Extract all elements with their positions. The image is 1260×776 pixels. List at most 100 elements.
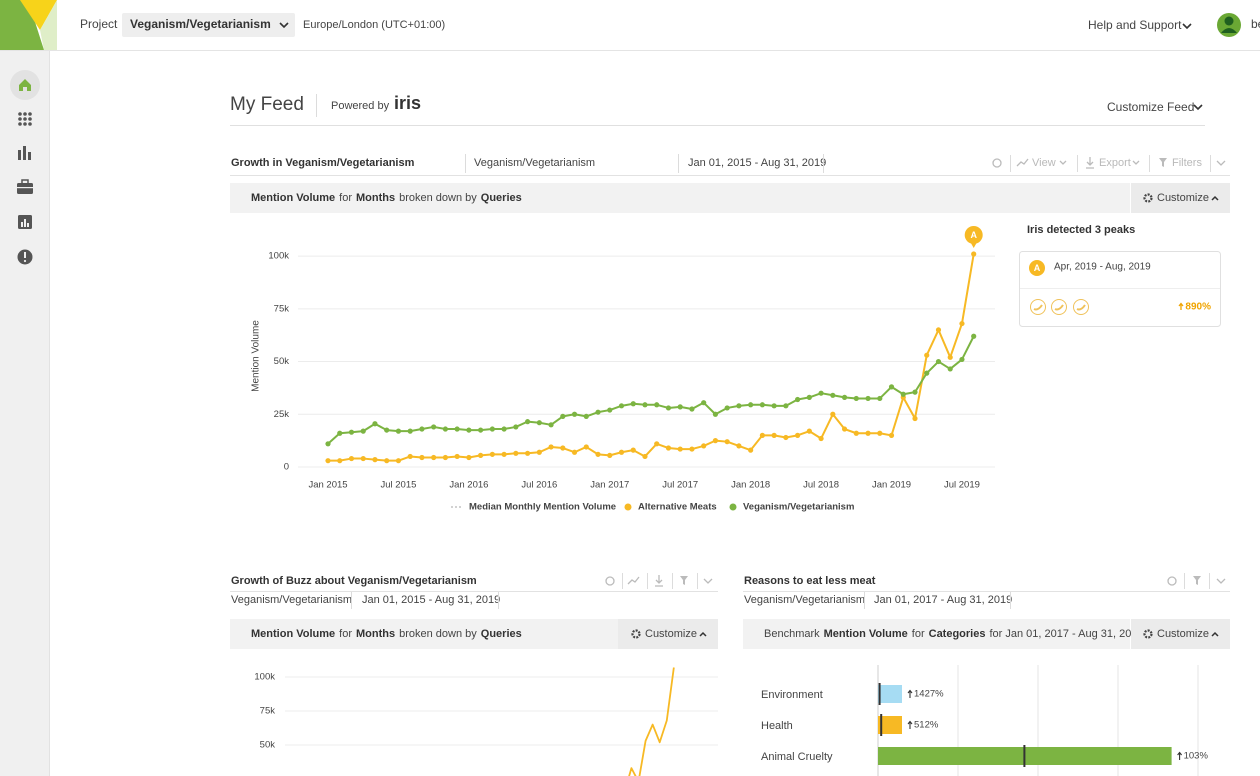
query-chip[interactable]: Veganism/Vegetarianism xyxy=(474,157,595,169)
info-icon[interactable] xyxy=(1167,576,1177,586)
chevron xyxy=(1132,160,1140,165)
data-point xyxy=(489,426,495,432)
subtitle-part: Queries xyxy=(481,192,522,204)
project-select[interactable] xyxy=(122,13,295,37)
data-point xyxy=(877,395,883,402)
subtitle-part: for xyxy=(912,628,925,640)
nav-alerts[interactable] xyxy=(17,249,33,265)
nav-home[interactable] xyxy=(10,70,40,100)
view-icon[interactable] xyxy=(627,576,640,585)
x-tick-label: Jan 2018 xyxy=(731,480,770,491)
data-point xyxy=(912,389,918,395)
powered-by: Powered by xyxy=(331,100,390,112)
data-point xyxy=(701,443,707,449)
widget-subheader xyxy=(743,619,1130,649)
data-point xyxy=(501,426,507,432)
nav-apps[interactable] xyxy=(18,112,32,126)
data-point xyxy=(513,424,519,430)
twitter-icons[interactable] xyxy=(1030,299,1089,315)
subtitle-part: Mention Volume xyxy=(251,628,335,640)
data-point xyxy=(806,394,812,400)
data-point xyxy=(888,432,895,438)
nav-briefcase[interactable] xyxy=(17,179,33,194)
date-range[interactable]: Jan 01, 2015 - Aug 31, 2019 xyxy=(688,157,826,169)
gear-icon xyxy=(631,629,641,639)
change-label: 512% xyxy=(914,720,939,731)
data-point xyxy=(959,356,965,363)
data-point xyxy=(759,402,765,408)
data-point xyxy=(501,451,507,457)
data-point xyxy=(384,458,390,464)
export-icon[interactable] xyxy=(655,575,663,587)
widget-subtitle: Mention Volume for Months broken down by Que… xyxy=(251,628,522,640)
data-point xyxy=(466,427,472,433)
subtitle-part: Months xyxy=(356,192,395,204)
legend-swatch xyxy=(624,503,632,511)
customize-label: Customize xyxy=(1157,628,1209,640)
nav-reports[interactable] xyxy=(18,215,32,229)
peaks-title: Iris detected 3 peaks xyxy=(1027,224,1135,236)
data-point xyxy=(489,451,495,457)
data-point xyxy=(630,401,636,407)
data-point xyxy=(325,458,331,464)
chevron[interactable] xyxy=(703,578,713,584)
view-button[interactable]: View xyxy=(1032,157,1056,169)
data-point xyxy=(360,428,366,434)
customize-feed[interactable]: Customize Feed xyxy=(1107,100,1194,114)
peak-range: Apr, 2019 - Aug, 2019 xyxy=(1054,262,1151,273)
logo[interactable] xyxy=(0,0,57,50)
data-point xyxy=(654,441,660,447)
data-point xyxy=(407,453,413,460)
date-range[interactable]: Jan 01, 2017 - Aug 31, 2019 xyxy=(874,594,1012,606)
nav-analytics[interactable] xyxy=(18,146,31,160)
data-point xyxy=(841,394,848,400)
x-tick-label: Jan 2015 xyxy=(308,480,347,491)
query-chip[interactable]: Veganism/Vegetarianism xyxy=(231,594,352,606)
data-point xyxy=(407,428,413,434)
data-point xyxy=(536,449,542,455)
filters-button[interactable]: Filters xyxy=(1172,157,1202,169)
chevron[interactable] xyxy=(1216,578,1226,584)
benchmark-mark xyxy=(1023,745,1026,767)
data-point xyxy=(888,384,895,390)
data-point xyxy=(395,428,402,434)
avatar[interactable] xyxy=(1217,13,1241,37)
export-button[interactable]: Export xyxy=(1099,157,1131,169)
legend-label: Veganism/Vegetarianism xyxy=(743,502,854,513)
subtitle-part: broken down by xyxy=(399,628,477,640)
data-point xyxy=(759,432,765,438)
subtitle-part: Mention Volume xyxy=(251,192,335,204)
data-point xyxy=(783,403,789,409)
data-point xyxy=(712,438,719,444)
project-label: Project xyxy=(80,17,118,31)
widget-title: Growth of Buzz about Veganism/Vegetarian… xyxy=(231,575,477,587)
widget-subheader xyxy=(230,183,1130,213)
data-point xyxy=(947,366,953,372)
chevron[interactable] xyxy=(1216,160,1226,166)
widget-title: Growth in Veganism/Vegetarianism xyxy=(231,157,415,169)
data-point xyxy=(830,392,836,398)
peak-marker-label: A xyxy=(970,230,977,240)
legend-swatch xyxy=(729,503,737,511)
widget-subheader xyxy=(230,619,618,649)
info-icon[interactable] xyxy=(605,576,615,586)
help-link[interactable]: Help and Support xyxy=(1088,18,1182,32)
filter-icon[interactable] xyxy=(680,576,688,585)
data-point xyxy=(971,251,977,257)
info-icon[interactable] xyxy=(992,158,1002,168)
filter-icon xyxy=(1159,158,1167,167)
filter-icon[interactable] xyxy=(1193,576,1201,585)
date-range[interactable]: Jan 01, 2015 - Aug 31, 2019 xyxy=(362,594,500,606)
y-tick-label: 100k xyxy=(254,672,275,683)
query-chip[interactable]: Veganism/Vegetarianism xyxy=(744,594,865,606)
customize-label: Customize xyxy=(645,628,697,640)
data-point xyxy=(924,352,930,358)
logo-yellow xyxy=(20,0,57,30)
data-point xyxy=(372,421,378,427)
x-tick-label: Jan 2016 xyxy=(449,480,488,491)
up-arrow xyxy=(1177,751,1183,760)
up-arrow xyxy=(907,720,913,729)
data-point xyxy=(677,446,683,452)
peak-badge xyxy=(1029,260,1045,276)
export-icon xyxy=(1086,157,1094,169)
